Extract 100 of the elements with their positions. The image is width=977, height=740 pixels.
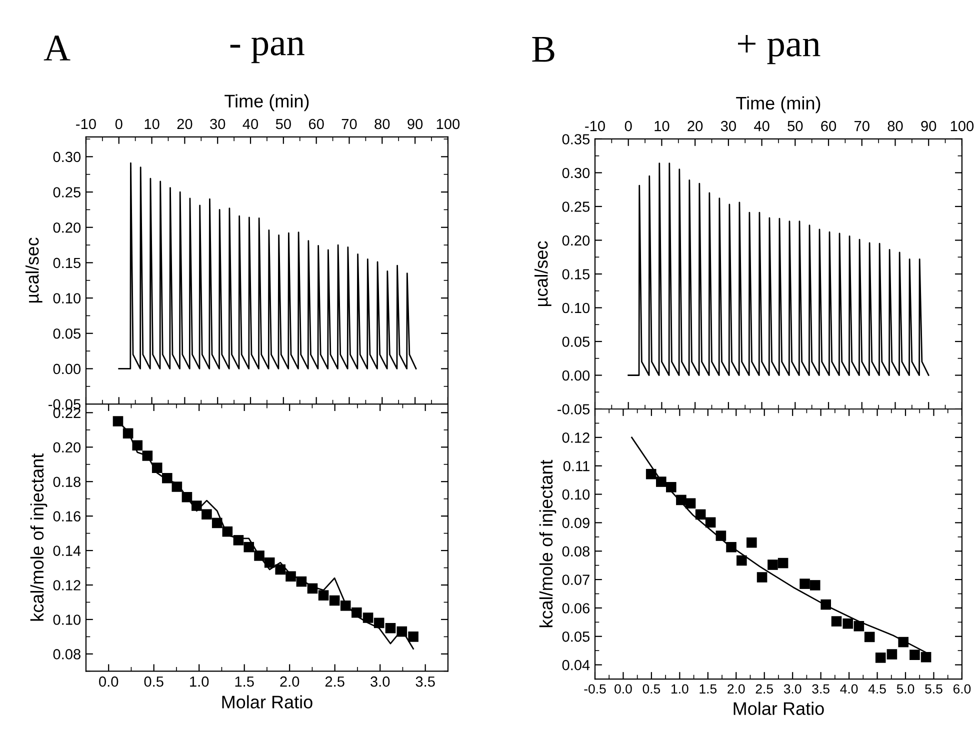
point <box>329 595 340 606</box>
point <box>275 564 286 575</box>
y-tick-label: 0.04 <box>562 660 590 670</box>
point <box>307 583 318 594</box>
x-tick-label: 40 <box>754 120 770 132</box>
x-tick-label: 0 <box>115 118 122 130</box>
chart-title: + pan <box>738 34 820 64</box>
point <box>264 557 275 568</box>
y-tick-label: 0.10 <box>53 293 81 304</box>
point <box>192 500 202 511</box>
y-tick-label: 0.11 <box>563 460 590 472</box>
y-tick-label: 0.30 <box>562 168 590 178</box>
x-tick-label: 30 <box>210 118 226 130</box>
point <box>716 530 726 541</box>
point <box>800 578 810 589</box>
x-tick-label: 0.5 <box>642 684 660 694</box>
x-tick-label: 3.0 <box>370 676 390 687</box>
text: B <box>532 37 554 62</box>
point <box>736 555 747 566</box>
y-tick-label: 0.00 <box>53 364 81 374</box>
x-tick-label: 4.5 <box>868 684 886 694</box>
point <box>666 482 676 492</box>
y-tick-label: 0.08 <box>562 546 590 557</box>
point <box>182 492 192 502</box>
y-tick-label: 0.25 <box>53 187 81 198</box>
x-tick-label: 100 <box>436 118 460 130</box>
x-tick-label: 3.5 <box>416 676 435 687</box>
y-tick-label: 0.06 <box>562 603 590 614</box>
x-tick-label: 1.0 <box>190 676 209 687</box>
point <box>122 428 134 438</box>
point <box>296 576 307 587</box>
point <box>756 572 768 582</box>
point <box>726 542 736 552</box>
point <box>132 440 143 451</box>
point <box>152 462 162 473</box>
x-tick-label: 80 <box>888 120 903 132</box>
y-axis-title: µcal/sec <box>25 238 42 303</box>
point <box>172 482 182 492</box>
line-series <box>628 162 930 376</box>
y-tick-label: 0.15 <box>562 269 590 280</box>
point <box>142 450 153 461</box>
point <box>162 473 172 484</box>
y-axis-title: kcal/mole of injectant <box>30 453 48 621</box>
point <box>768 560 778 570</box>
point <box>831 616 842 626</box>
point <box>864 632 875 642</box>
line-series <box>118 162 417 370</box>
x-tick-label: 2.0 <box>728 684 745 694</box>
x-tick-label: 70 <box>342 118 357 130</box>
x-tick-label: 6.0 <box>953 684 971 694</box>
x-tick-label: 10 <box>654 120 670 132</box>
point <box>676 494 686 506</box>
point <box>351 607 362 618</box>
text: A <box>44 36 70 60</box>
point <box>362 612 374 623</box>
y-tick-label: 0.18 <box>53 476 80 488</box>
y-tick-label: 0.12 <box>562 432 590 443</box>
x-tick-label: 40 <box>242 118 258 130</box>
x-tick-label: 50 <box>276 118 291 130</box>
point <box>112 416 124 426</box>
point <box>746 537 757 548</box>
point <box>842 618 854 629</box>
point <box>385 622 396 634</box>
point <box>695 509 706 520</box>
x-tick-label: 80 <box>374 118 390 130</box>
point <box>233 535 244 546</box>
point <box>820 599 831 610</box>
point <box>286 571 296 582</box>
x-tick-label: 0 <box>624 120 632 132</box>
x-tick-label: 2.0 <box>280 676 300 687</box>
point <box>810 580 820 590</box>
point <box>222 526 233 537</box>
y-tick-label: 0.20 <box>53 222 81 233</box>
x-axis-title: Molar Ratio <box>222 695 312 708</box>
x-axis-title: Time (min) <box>224 94 309 112</box>
x-tick-label: 0.5 <box>144 676 164 687</box>
point <box>910 650 920 660</box>
point <box>254 550 264 561</box>
x-tick-label: 5.5 <box>925 684 942 694</box>
x-tick-label: 1.5 <box>700 684 717 694</box>
x-tick-label: 20 <box>177 118 192 130</box>
x-tick-label: 90 <box>408 118 423 130</box>
y-axis-title: kcal/mole of injectant <box>539 460 556 628</box>
point <box>656 476 666 487</box>
x-tick-label: 60 <box>821 120 836 132</box>
x-tick-label: 30 <box>720 120 736 132</box>
y-tick-label: 0.08 <box>53 649 80 660</box>
x-tick-label: -10 <box>585 120 605 132</box>
point <box>898 636 909 648</box>
y-tick-label: 0.00 <box>562 370 590 381</box>
y-tick-label: 0.20 <box>562 235 590 246</box>
x-axis-title: Molar Ratio <box>734 702 824 716</box>
y-tick-label: 0.05 <box>562 631 590 642</box>
x-tick-label: 3.5 <box>812 684 830 694</box>
x-tick-label: 5.0 <box>896 684 914 694</box>
point <box>408 632 418 642</box>
point <box>920 652 932 662</box>
point <box>202 509 212 520</box>
y-tick-label: 0.10 <box>53 614 81 625</box>
y-tick-label: 0.30 <box>53 152 81 162</box>
